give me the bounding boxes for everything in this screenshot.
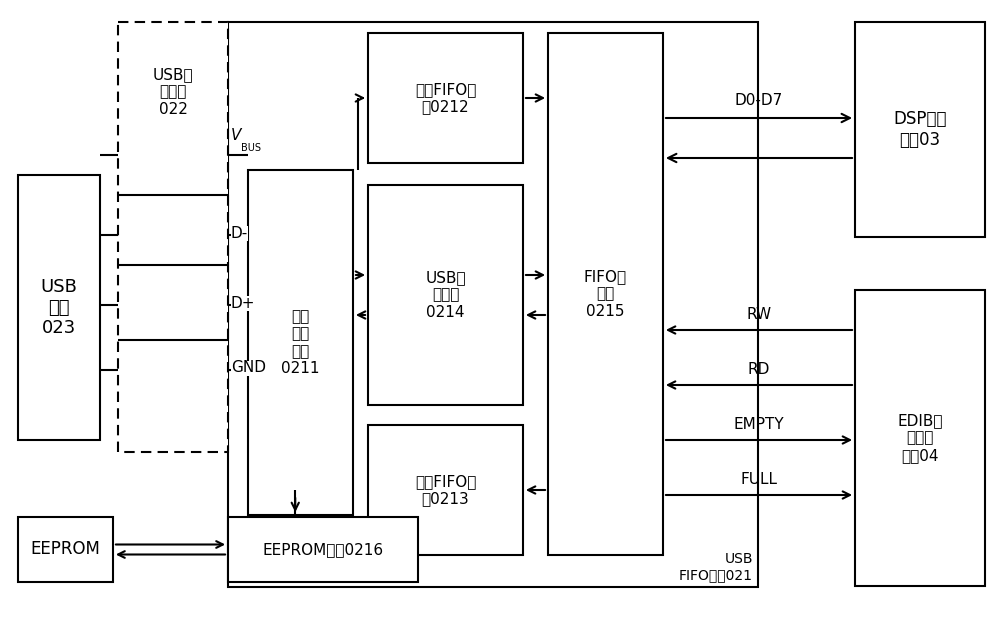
Bar (18, 175, 100, 440)
Bar (855, 22, 985, 237)
Bar (18, 517, 113, 582)
Text: USB
FIFO芯片021: USB FIFO芯片021 (679, 552, 753, 582)
Text: FIFO控
制器
0215: FIFO控 制器 0215 (584, 269, 627, 319)
Bar (248, 170, 353, 515)
Text: EEPROM: EEPROM (31, 541, 100, 559)
Text: USB协
议引擎
0214: USB协 议引擎 0214 (425, 270, 466, 320)
Bar (368, 33, 523, 163)
Text: 接收FIFO单
元0212: 接收FIFO单 元0212 (415, 82, 476, 114)
Text: USB
接口
023: USB 接口 023 (41, 278, 77, 337)
Bar (118, 22, 228, 452)
Bar (228, 22, 758, 587)
Text: D0-D7: D0-D7 (735, 93, 783, 108)
Text: D-: D- (231, 226, 248, 241)
Text: EMPTY: EMPTY (734, 417, 784, 432)
Text: FULL: FULL (740, 472, 778, 487)
Text: USB接
头引线
022: USB接 头引线 022 (153, 67, 193, 117)
Text: D+: D+ (231, 296, 256, 311)
Bar (548, 33, 663, 555)
Bar (368, 185, 523, 405)
Text: 串行
接口
引擎
0211: 串行 接口 引擎 0211 (281, 309, 320, 376)
Text: RD: RD (748, 362, 770, 377)
Bar (228, 517, 418, 582)
Bar (368, 425, 523, 555)
Text: BUS: BUS (241, 143, 261, 153)
Text: 发送FIFO单
元0213: 发送FIFO单 元0213 (415, 474, 476, 506)
Text: GND: GND (231, 360, 266, 376)
Text: V: V (231, 128, 241, 143)
Text: EDIB总
线接口
模块04: EDIB总 线接口 模块04 (897, 413, 943, 463)
Text: EEPROM接口0216: EEPROM接口0216 (262, 542, 384, 557)
Text: DSP控制
模块03: DSP控制 模块03 (893, 110, 947, 149)
Bar (855, 290, 985, 586)
Text: RW: RW (746, 307, 772, 322)
